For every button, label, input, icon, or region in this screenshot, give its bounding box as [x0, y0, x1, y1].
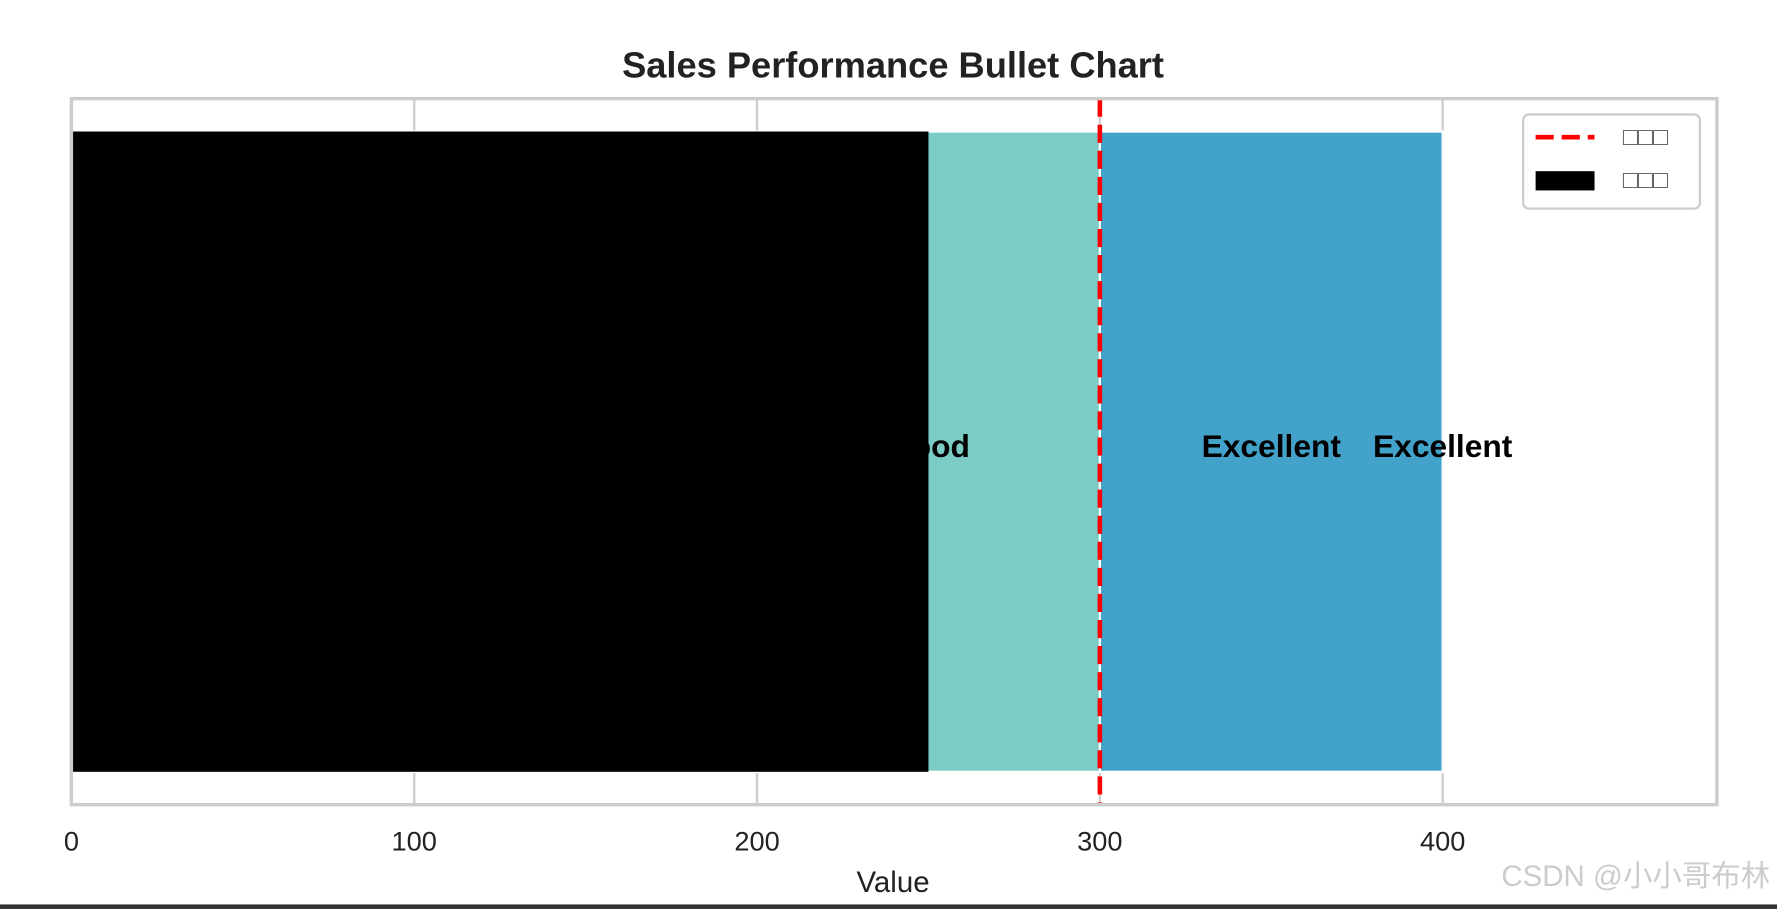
legend-swatch — [1535, 171, 1595, 191]
legend-box — [1522, 113, 1702, 210]
x-tick-label: 0 — [64, 825, 79, 856]
chart-title: Sales Performance Bullet Chart — [622, 45, 1164, 86]
plot-frame — [69, 96, 1719, 807]
x-axis-label: Value — [856, 866, 929, 899]
range-label: Excellent — [1202, 428, 1342, 464]
watermark: CSDN @小小哥布林 — [1501, 860, 1770, 893]
x-tick-label: 100 — [392, 825, 437, 856]
value-bar — [71, 131, 929, 772]
legend-label: □□□ — [1623, 123, 1668, 151]
x-tick-label: 400 — [1420, 825, 1465, 856]
range-label: Excellent — [1373, 428, 1513, 464]
bottom-bar — [0, 904, 1777, 909]
x-tick-label: 200 — [734, 825, 779, 856]
legend-label: □□□ — [1623, 166, 1668, 194]
x-tick-label: 300 — [1077, 825, 1122, 856]
